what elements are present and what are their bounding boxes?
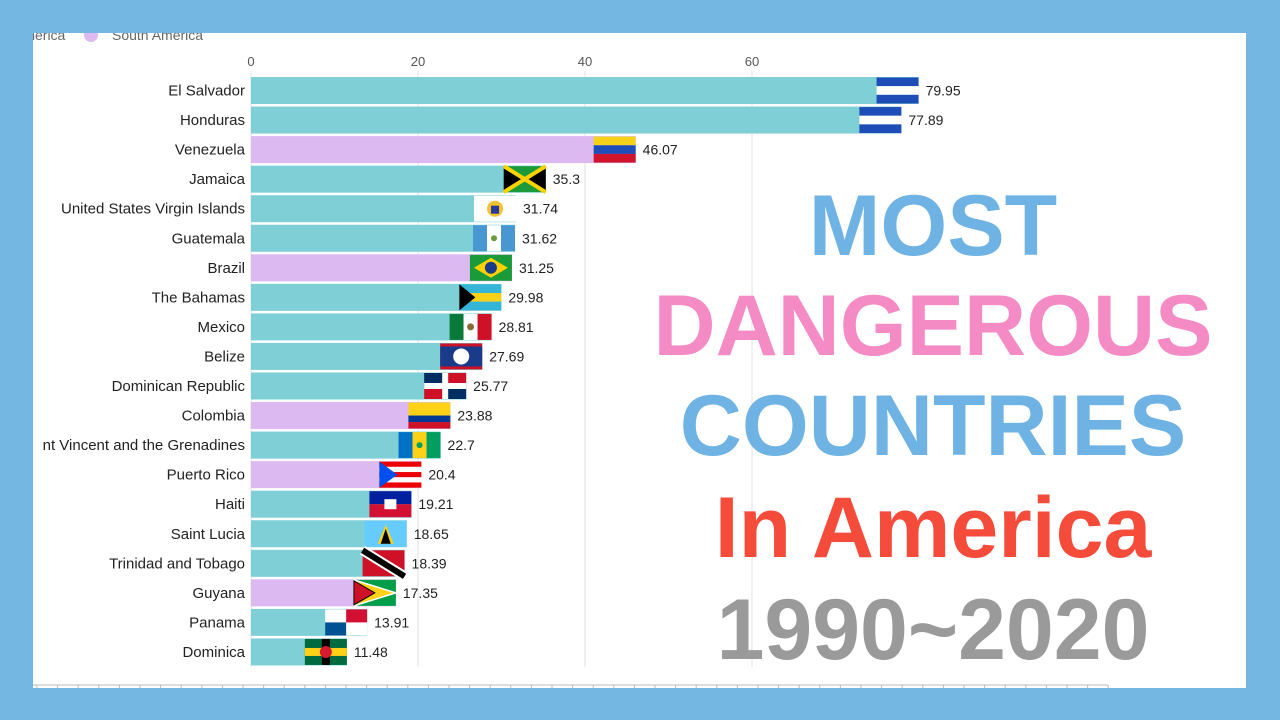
value-label: 31.74	[523, 201, 558, 217]
flag-icon	[364, 520, 407, 547]
title-overlay: MOST DANGEROUS COUNTRIES In America 1990…	[633, 183, 1233, 673]
flag-icon	[408, 402, 451, 429]
category-label: Panama	[189, 614, 246, 631]
value-label: 29.98	[508, 289, 543, 305]
value-label: 35.3	[553, 171, 580, 187]
overlay-line-dangerous: DANGEROUS	[653, 278, 1213, 374]
bar	[251, 106, 902, 134]
flag-icon	[876, 77, 919, 104]
tick-label: 40	[578, 54, 592, 69]
value-label: 22.7	[448, 437, 475, 453]
category-label: Colombia	[182, 408, 246, 425]
category-label: Saint Lucia	[171, 526, 246, 543]
category-label: Trinidad and Tobago	[109, 555, 245, 572]
flag-icon	[459, 284, 502, 311]
flag-icon	[440, 343, 483, 370]
category-label: Puerto Rico	[167, 467, 245, 484]
legend: America South America	[33, 33, 203, 43]
value-label: 77.89	[908, 112, 943, 128]
category-label: Brazil	[207, 260, 245, 277]
category-label: The Bahamas	[152, 289, 245, 306]
bar	[251, 165, 546, 193]
value-label: 46.07	[643, 142, 678, 158]
value-label: 79.95	[926, 83, 961, 99]
value-label: 18.39	[412, 555, 447, 571]
value-label: 20.4	[428, 467, 455, 483]
bar	[251, 224, 516, 252]
x-axis	[33, 684, 1109, 688]
category-label: Guyana	[192, 585, 245, 602]
bar	[251, 254, 512, 282]
flag-icon	[474, 195, 517, 222]
bar	[251, 195, 517, 223]
flag-icon	[473, 225, 516, 252]
value-label: 17.35	[403, 585, 438, 601]
overlay-line-in-america: In America	[714, 480, 1152, 576]
value-label: 27.69	[489, 348, 524, 364]
bar	[251, 77, 919, 104]
overlay-line-countries: COUNTRIES	[679, 378, 1187, 474]
legend-entry: America	[33, 33, 66, 43]
flag-icon	[325, 609, 368, 636]
flag-icon	[379, 461, 422, 488]
tick-label: 20	[411, 54, 425, 69]
flag-icon	[449, 313, 492, 340]
flags	[304, 77, 919, 665]
value-label: 28.81	[499, 319, 534, 335]
value-label: 25.77	[473, 378, 508, 394]
flag-icon	[424, 373, 467, 399]
category-label: Belize	[204, 348, 245, 365]
flag-icon	[502, 164, 547, 194]
value-label: 11.48	[354, 644, 388, 660]
category-label: Venezuela	[175, 142, 246, 159]
category-label: Haiti	[215, 496, 245, 513]
overlay-line-most: MOST	[808, 178, 1058, 274]
category-label: nt Vincent and the Grenadines	[43, 437, 245, 454]
value-label: 31.62	[522, 230, 557, 246]
flag-icon	[593, 136, 636, 163]
flag-icon	[304, 638, 347, 665]
value-label: 23.88	[457, 408, 492, 424]
flag-icon	[398, 432, 441, 459]
legend-swatch	[84, 33, 98, 42]
flag-icon	[469, 254, 512, 281]
flag-icon	[369, 491, 412, 518]
flag-icon	[353, 578, 399, 607]
tick-label: 0	[247, 54, 254, 69]
category-label: Honduras	[180, 112, 245, 129]
tick-label: 60	[745, 54, 759, 69]
value-label: 13.91	[374, 614, 409, 630]
flag-icon	[359, 546, 408, 581]
legend-entry: South America	[112, 33, 203, 43]
labels: 0 20 40 60 El Salvador 79.95 Honduras 77.89 Vene…	[43, 54, 961, 661]
overlay-line-years: 1990~2020	[716, 582, 1150, 678]
value-label: 31.25	[519, 260, 554, 276]
value-label: 19.21	[418, 496, 453, 512]
category-label: Mexico	[197, 319, 245, 336]
category-label: El Salvador	[168, 83, 245, 100]
value-label: 18.65	[414, 526, 449, 542]
category-label: United States Virgin Islands	[61, 201, 245, 218]
bar-chart: 0 20 40 60 El Salvador 79.95 Honduras 77.89 Vene…	[33, 33, 1109, 688]
chart-frame: 0 20 40 60 El Salvador 79.95 Honduras 77.89 Vene…	[33, 33, 1246, 688]
category-label: Dominica	[182, 644, 245, 661]
category-label: Jamaica	[189, 171, 246, 188]
flag-icon	[859, 107, 902, 134]
bar	[251, 136, 636, 164]
category-label: Dominican Republic	[112, 378, 246, 395]
category-label: Guatemala	[172, 230, 246, 247]
